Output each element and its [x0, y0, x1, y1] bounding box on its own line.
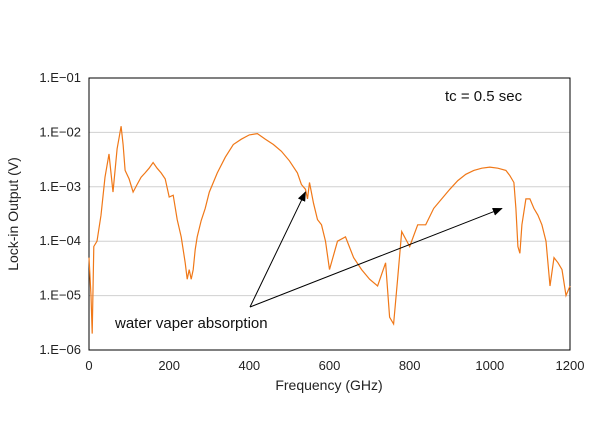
- series-line: [88, 126, 571, 334]
- y-axis-title: Lock-in Output (V): [5, 157, 21, 271]
- y-tick-label: 1.E−04: [39, 233, 81, 248]
- annotation-arrows: [249, 191, 503, 308]
- x-tick-label: 400: [238, 358, 260, 373]
- x-tick-label: 1000: [475, 358, 504, 373]
- plot-frame: [88, 77, 571, 351]
- x-tick-label: 0: [85, 358, 92, 373]
- y-tick-label: 1.E−02: [39, 124, 81, 139]
- x-axis-ticks: 0 200 400 600 800 1000 1200: [85, 358, 584, 373]
- y-axis-ticks: 1.E−01 1.E−02 1.E−03 1.E−04 1.E−05 1.E−06: [39, 70, 81, 357]
- annotation-arrow: [249, 207, 503, 308]
- y-tick-label: 1.E−06: [39, 342, 81, 357]
- annotation-arrow: [249, 191, 306, 308]
- x-tick-label: 1200: [556, 358, 585, 373]
- y-tick-label: 1.E−01: [39, 70, 81, 85]
- x-tick-label: 200: [158, 358, 180, 373]
- x-tick-label: 600: [319, 358, 341, 373]
- time-constant-annotation: tc = 0.5 sec: [445, 88, 523, 105]
- gridlines: [89, 77, 570, 351]
- x-tick-label: 800: [399, 358, 421, 373]
- x-axis-title: Frequency (GHz): [275, 377, 382, 393]
- y-tick-label: 1.E−05: [39, 288, 81, 303]
- y-tick-label: 1.E−03: [39, 179, 81, 194]
- water-vapor-annotation: water vaper absorption: [114, 315, 268, 332]
